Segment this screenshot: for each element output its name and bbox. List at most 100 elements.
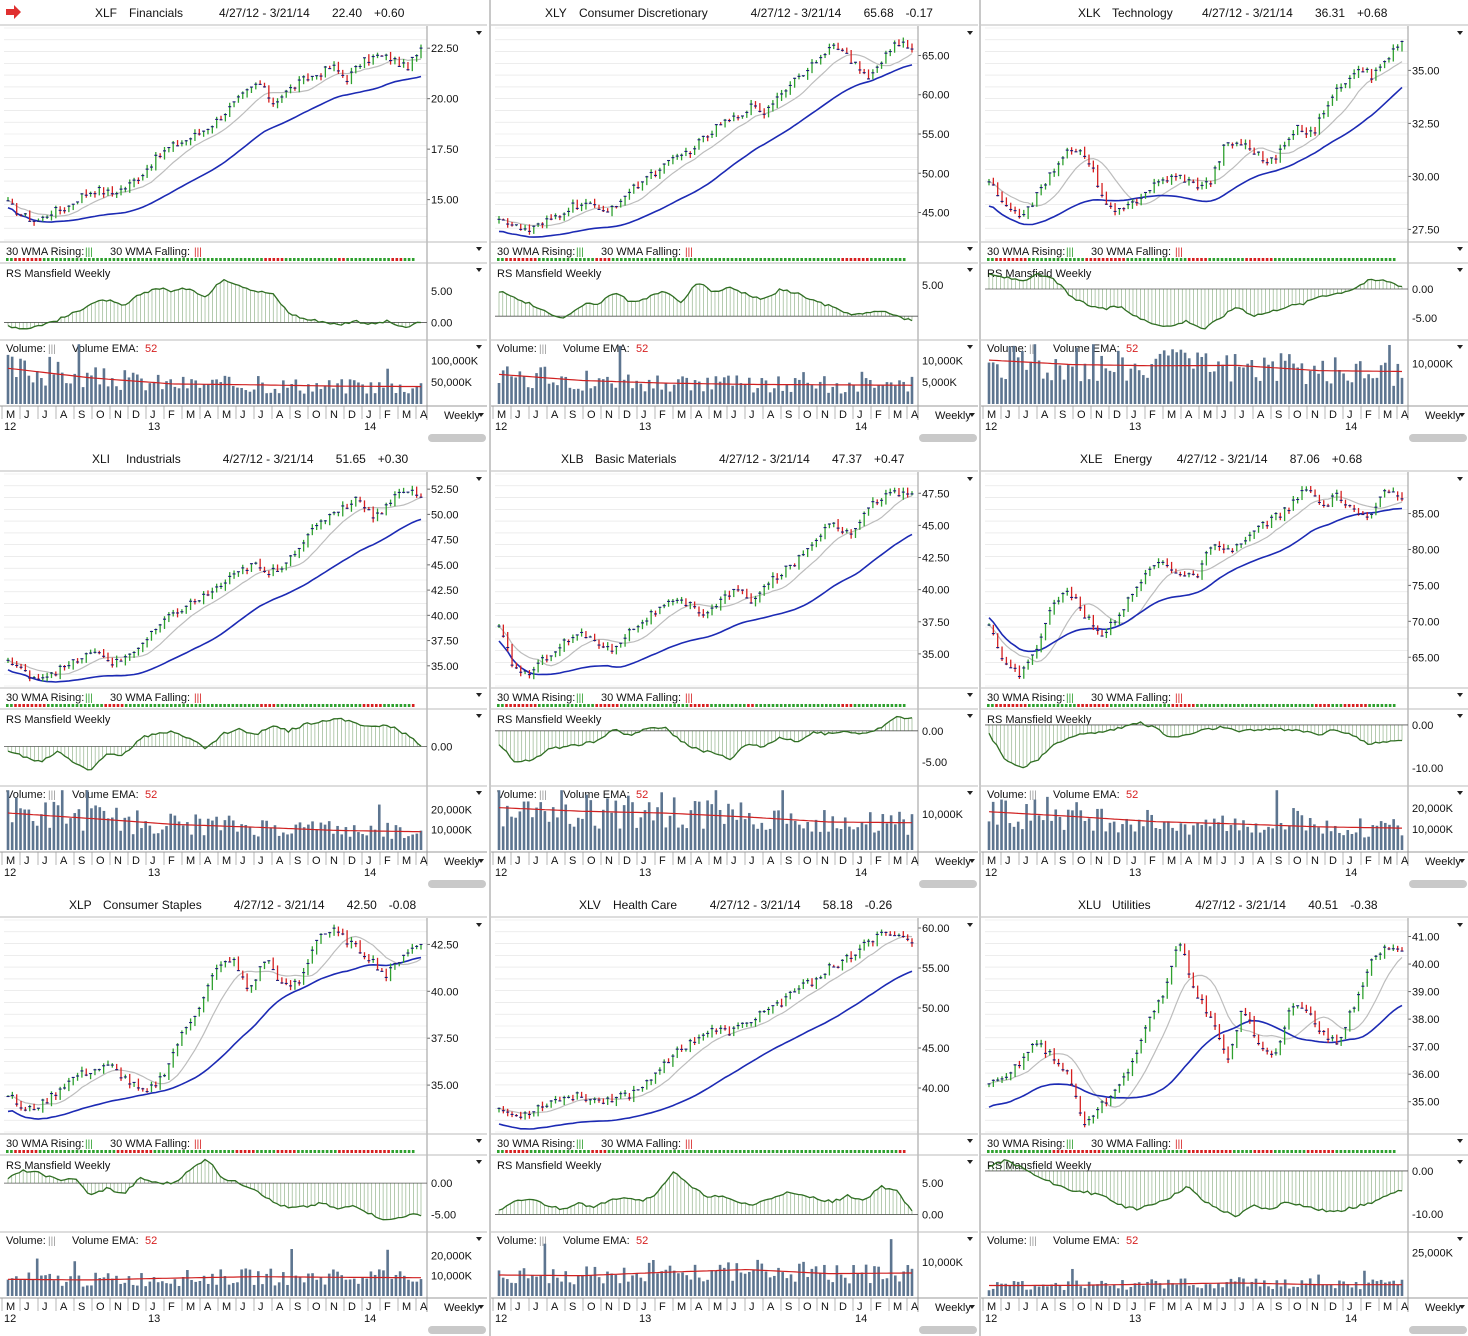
rs-pane[interactable] [495,1171,918,1215]
pane-menu-icon[interactable] [967,1139,973,1143]
price-pane[interactable] [985,919,1408,1133]
period-selector[interactable]: Weekly [935,856,971,868]
price-pane[interactable] [495,27,918,241]
pane-menu-icon[interactable] [1457,923,1463,927]
chart-panel-xlu[interactable]: XLU Utilities 4/27/12 - 3/21/14 40.51 -0.38 4… [981,892,1468,1336]
period-dropdown-icon[interactable] [1459,859,1465,863]
pane-menu-icon[interactable] [967,31,973,35]
volume-pane[interactable] [987,1268,1404,1296]
rs-pane[interactable] [985,1159,1408,1218]
pane-menu-icon[interactable] [967,268,973,272]
pane-menu-icon[interactable] [967,1160,973,1164]
pane-menu-icon[interactable] [476,1237,482,1241]
pane-menu-icon[interactable] [476,1139,482,1143]
volume-pane[interactable] [497,790,914,850]
rs-pane[interactable] [4,278,427,330]
volume-pane[interactable] [497,345,914,404]
horizontal-scrollbar[interactable] [1409,434,1467,442]
rs-pane[interactable] [495,715,918,763]
pane-menu-icon[interactable] [476,714,482,718]
pane-menu-icon[interactable] [476,791,482,795]
rs-pane[interactable] [495,283,918,322]
pane-menu-icon[interactable] [476,923,482,927]
pane-menu-icon[interactable] [1457,477,1463,481]
pane-menu-icon[interactable] [1457,693,1463,697]
rs-pane[interactable] [4,717,427,771]
pane-menu-icon[interactable] [967,1237,973,1241]
period-selector[interactable]: Weekly [444,856,480,868]
period-selector[interactable]: Weekly [935,410,971,422]
pane-menu-icon[interactable] [476,1160,482,1164]
chart-panel-xlv[interactable]: XLV Health Care 4/27/12 - 3/21/14 58.18 -0.2… [491,892,978,1336]
period-dropdown-icon[interactable] [1459,413,1465,417]
pane-menu-icon[interactable] [967,714,973,718]
pane-menu-icon[interactable] [1457,1139,1463,1143]
volume-pane[interactable] [6,344,423,404]
chart-panel-xlk[interactable]: XLK Technology 4/27/12 - 3/21/14 36.31 +0.68… [981,0,1468,444]
alert-arrow-icon[interactable] [6,5,21,19]
period-dropdown-icon[interactable] [478,1305,484,1309]
period-dropdown-icon[interactable] [1459,1305,1465,1309]
pane-menu-icon[interactable] [1457,31,1463,35]
pane-menu-icon[interactable] [476,247,482,251]
volume-pane[interactable] [6,1249,423,1296]
volume-pane[interactable] [987,344,1404,404]
pane-menu-icon[interactable] [967,923,973,927]
price-pane[interactable] [4,27,427,241]
period-dropdown-icon[interactable] [969,859,975,863]
rs-pane[interactable] [985,721,1408,769]
rs-pane[interactable] [985,272,1408,330]
horizontal-scrollbar[interactable] [428,1326,486,1334]
chart-panel-xle[interactable]: XLE Energy 4/27/12 - 3/21/14 87.06 +0.68 85.0… [981,446,1468,890]
pane-menu-icon[interactable] [476,693,482,697]
pane-menu-icon[interactable] [476,268,482,272]
pane-menu-icon[interactable] [1457,1237,1463,1241]
period-selector[interactable]: Weekly [1425,410,1461,422]
period-selector[interactable]: Weekly [444,1302,480,1314]
pane-menu-icon[interactable] [476,477,482,481]
price-pane[interactable] [495,919,918,1133]
price-pane[interactable] [985,27,1408,241]
pane-menu-icon[interactable] [476,345,482,349]
pane-menu-icon[interactable] [1457,345,1463,349]
horizontal-scrollbar[interactable] [919,434,977,442]
pane-menu-icon[interactable] [967,247,973,251]
price-pane[interactable] [4,473,427,687]
horizontal-scrollbar[interactable] [1409,1326,1467,1334]
period-dropdown-icon[interactable] [478,859,484,863]
chart-panel-xlb[interactable]: XLB Basic Materials 4/27/12 - 3/21/14 47.37… [491,446,978,890]
pane-menu-icon[interactable] [967,345,973,349]
period-dropdown-icon[interactable] [478,413,484,417]
period-selector[interactable]: Weekly [1425,1302,1461,1314]
chart-panel-xlp[interactable]: XLP Consumer Staples 4/27/12 - 3/21/14 42.5… [0,892,487,1336]
pane-menu-icon[interactable] [1457,791,1463,795]
volume-pane[interactable] [6,790,423,850]
volume-pane[interactable] [497,1239,914,1296]
pane-menu-icon[interactable] [1457,1160,1463,1164]
pane-menu-icon[interactable] [1457,714,1463,718]
horizontal-scrollbar[interactable] [428,434,486,442]
rs-pane[interactable] [4,1158,427,1221]
horizontal-scrollbar[interactable] [1409,880,1467,888]
horizontal-scrollbar[interactable] [919,1326,977,1334]
period-dropdown-icon[interactable] [969,1305,975,1309]
pane-menu-icon[interactable] [1457,247,1463,251]
pane-menu-icon[interactable] [476,31,482,35]
pane-menu-icon[interactable] [967,791,973,795]
chart-panel-xlf[interactable]: XLF Financials 4/27/12 - 3/21/14 22.40 +0.60… [0,0,487,444]
pane-menu-icon[interactable] [1457,268,1463,272]
period-selector[interactable]: Weekly [935,1302,971,1314]
period-selector[interactable]: Weekly [444,410,480,422]
chart-panel-xli[interactable]: XLI Industrials 4/27/12 - 3/21/14 51.65 +0.3… [0,446,487,890]
pane-menu-icon[interactable] [967,477,973,481]
price-pane[interactable] [4,919,427,1133]
price-pane[interactable] [495,473,918,687]
price-pane[interactable] [985,473,1408,687]
volume-pane[interactable] [987,790,1404,850]
horizontal-scrollbar[interactable] [919,880,977,888]
pane-menu-icon[interactable] [967,693,973,697]
period-dropdown-icon[interactable] [969,413,975,417]
chart-panel-xly[interactable]: XLY Consumer Discretionary 4/27/12 - 3/21/… [491,0,978,444]
period-selector[interactable]: Weekly [1425,856,1461,868]
horizontal-scrollbar[interactable] [428,880,486,888]
